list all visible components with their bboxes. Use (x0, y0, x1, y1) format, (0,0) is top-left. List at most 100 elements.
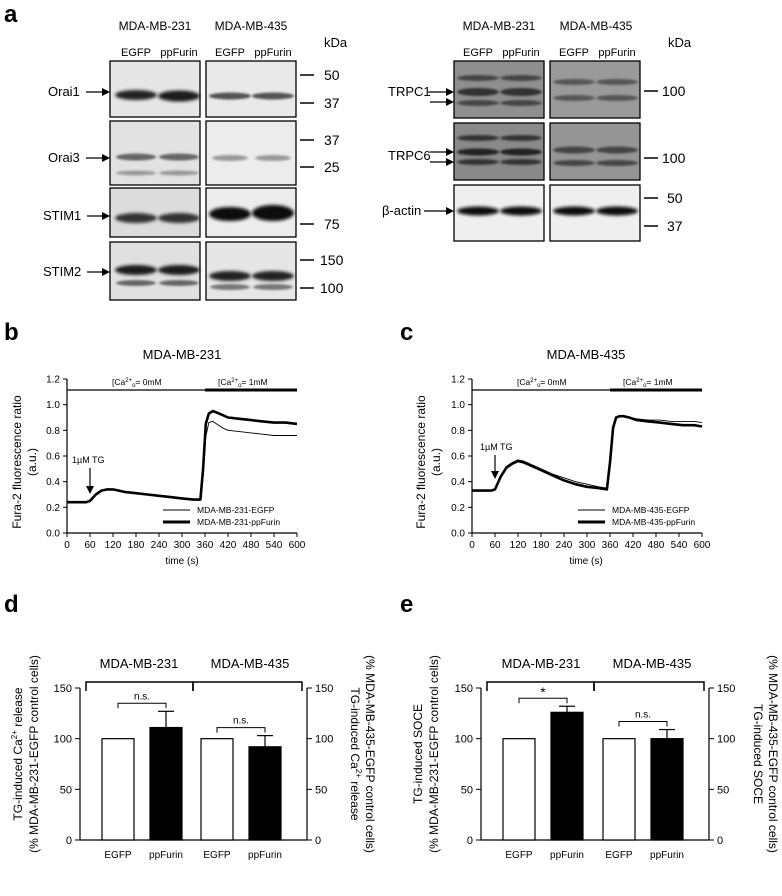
blot-left-lane-2: ppFurin (160, 47, 197, 59)
blot-left-lane-3: EGFP (215, 47, 245, 59)
chart-e: TG-induced SOCE (% MDA-MB-231-EGFP contr… (411, 655, 780, 861)
chart-e-ylabel-right-2: (% MDA-MB-435-EGFP control cells) (766, 655, 780, 853)
blot-box-orai3-435 (205, 120, 297, 186)
blot-right-bands (457, 75, 638, 216)
chart-e-group-bracket-2 (593, 681, 705, 691)
x-tick-label: 180 (533, 540, 550, 551)
blot-right-lane-3: EGFP (559, 47, 589, 59)
panel-letter-e: e (400, 591, 413, 618)
sig-bracket (618, 721, 668, 727)
blot-left-cellline-2: MDA-MB-435 (215, 19, 288, 33)
chart-e-ylabel-left: TG-induced SOCE (411, 704, 425, 804)
blot-left-lane-4: ppFurin (254, 47, 291, 59)
chart-b-bar-zero-label: [Ca2+o= 0mM (112, 377, 162, 389)
chart-e-yticks: 0 0 50 50 100 100 150 150 (455, 683, 736, 847)
blot-left-arrows (86, 88, 110, 276)
chart-d-ylabel-left: TG-induced Ca2+ release (10, 687, 25, 821)
blot-box-orai3-231 (109, 120, 201, 186)
blot-label-stim1: STIM1 (43, 208, 81, 223)
x-tick-label: 300 (174, 540, 191, 551)
sig-bracket (216, 727, 266, 733)
chart-c-tg-arrowhead (491, 471, 499, 479)
y-tick-label-left: 100 (455, 734, 473, 746)
chart-c-yticks: 0.0 0.2 0.4 0.6 0.8 1.0 1.2 (451, 375, 472, 540)
y-tick-label-right: 100 (717, 734, 735, 746)
x-tick-label: 480 (243, 540, 260, 551)
chart-c-title: MDA-MB-435 (547, 347, 626, 362)
panel-letter-b: b (4, 319, 19, 346)
y-tick-label-right: 150 (315, 683, 333, 695)
bar-ppFurin (149, 726, 183, 841)
chart-b-bar-one-label: [Ca2+o= 1mM (218, 377, 268, 389)
y-tick-label: 0.6 (451, 452, 465, 463)
sig-bracket (518, 697, 568, 704)
blot-left-lane-1: EGFP (121, 47, 151, 59)
chart-b-legend-thick-label: MDA-MB-231-ppFurin (197, 517, 280, 527)
x-tick-label: 360 (602, 540, 619, 551)
x-category-label: EGFP (203, 850, 231, 861)
chart-d-ylabel-right: TG-induced Ca2+ release (348, 687, 363, 821)
blot-label-orai1: Orai1 (48, 84, 80, 99)
y-tick-label: 0.0 (451, 529, 465, 540)
y-tick-label-right: 0 (717, 835, 723, 847)
x-tick-label: 360 (197, 540, 214, 551)
y-tick-label: 0.8 (451, 426, 465, 437)
chart-d-ylabel-left-2: (% MDA-MB-231-EGFP control cells) (27, 655, 41, 853)
x-tick-label: 300 (579, 540, 596, 551)
blot-left-kda: kDa (324, 35, 348, 50)
x-category-label: EGFP (104, 850, 132, 861)
blot-label-stim2: STIM2 (43, 264, 81, 279)
y-tick-label: 0.8 (46, 426, 60, 437)
blot-left-bands (115, 90, 294, 290)
chart-b-title: MDA-MB-231 (143, 347, 222, 362)
bar-EGFP (101, 738, 135, 841)
y-tick-label-right: 50 (315, 784, 327, 796)
sig-label: n.s. (635, 710, 651, 721)
x-tick-label: 600 (289, 540, 306, 551)
x-tick-label: 420 (220, 540, 237, 551)
x-tick-label: 240 (151, 540, 168, 551)
blot-label-trpc6: TRPC6 (388, 148, 431, 163)
sig-label: * (540, 684, 546, 700)
blot-right-arrows (424, 88, 454, 215)
x-tick-label: 60 (489, 540, 501, 551)
y-tick-label: 0.4 (46, 477, 60, 488)
x-tick-label: 60 (84, 540, 96, 551)
blot-left-cellline-1: MDA-MB-231 (119, 19, 192, 33)
chart-d: TG-induced Ca2+ release (% MDA-MB-231-EG… (10, 655, 377, 861)
chart-c-xlabel: time (s) (569, 556, 602, 567)
y-tick-label: 0.6 (46, 452, 60, 463)
x-tick-label: 480 (648, 540, 665, 551)
y-tick-label-left: 50 (461, 784, 473, 796)
marker-trpc1-100: 100 (662, 83, 686, 99)
chart-c-ylabel2: (a.u.) (429, 448, 443, 476)
x-category-label: ppFurin (248, 850, 282, 861)
x-category-label: EGFP (505, 850, 533, 861)
series-line-MDA-MB-435-ppFurin (472, 414, 703, 492)
x-tick-label: 120 (510, 540, 527, 551)
blot-right-cellline-1: MDA-MB-231 (463, 19, 536, 33)
x-tick-label: 600 (694, 540, 711, 551)
chart-e-group-1: MDA-MB-231 (502, 656, 581, 671)
y-tick-label-left: 0 (467, 835, 473, 847)
chart-e-group-2: MDA-MB-435 (613, 656, 692, 671)
marker-stim2-150: 150 (320, 252, 344, 268)
chart-b: MDA-MB-231 Fura-2 fluorescence ratio (a.… (10, 347, 306, 567)
chart-d-yticks: 0 0 50 50 100 100 150 150 (54, 683, 334, 847)
x-tick-label: 540 (266, 540, 283, 551)
x-category-label: ppFurin (149, 850, 183, 861)
x-category-label: ppFurin (550, 850, 584, 861)
chart-d-group-2: MDA-MB-435 (211, 656, 290, 671)
chart-b-xticks: 0 60 120 180 240 300 360 420 480 540 600 (64, 533, 306, 551)
y-tick-label-left: 150 (455, 683, 473, 695)
chart-b-annotation: 1µM TG (72, 455, 105, 465)
x-category-label: ppFurin (650, 850, 684, 861)
series-line-MDA-MB-231-ppFurin (67, 409, 298, 504)
y-tick-label: 0.4 (451, 477, 465, 488)
blot-box-stim1-231 (109, 187, 201, 238)
y-tick-label: 0.2 (46, 503, 60, 514)
x-tick-label: 0 (64, 540, 70, 551)
y-tick-label: 1.0 (451, 400, 465, 411)
chart-e-bars: EGFP ppFurin EGFP ppFurin (502, 705, 684, 861)
